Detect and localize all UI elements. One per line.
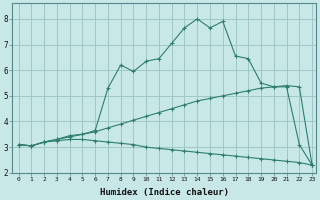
X-axis label: Humidex (Indice chaleur): Humidex (Indice chaleur) xyxy=(100,188,228,197)
